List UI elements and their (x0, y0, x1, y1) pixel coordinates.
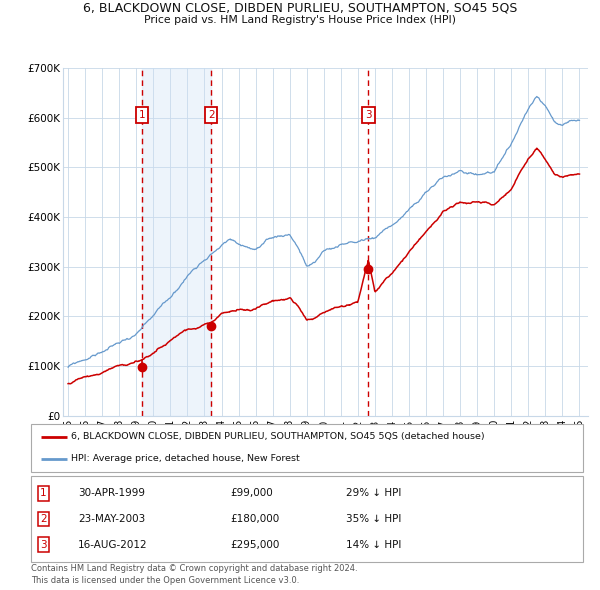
Text: 1: 1 (40, 489, 47, 498)
Text: Price paid vs. HM Land Registry's House Price Index (HPI): Price paid vs. HM Land Registry's House … (144, 15, 456, 25)
Text: 3: 3 (40, 540, 47, 549)
Text: 1: 1 (139, 110, 145, 120)
Text: 2: 2 (208, 110, 214, 120)
FancyBboxPatch shape (31, 476, 583, 562)
Text: 2: 2 (40, 514, 47, 524)
Text: 3: 3 (365, 110, 372, 120)
Text: 29% ↓ HPI: 29% ↓ HPI (346, 489, 401, 498)
Bar (142, 68, 211, 416)
Text: 14% ↓ HPI: 14% ↓ HPI (346, 540, 401, 549)
Text: HPI: Average price, detached house, New Forest: HPI: Average price, detached house, New … (71, 454, 299, 463)
Text: 6, BLACKDOWN CLOSE, DIBDEN PURLIEU, SOUTHAMPTON, SO45 5QS: 6, BLACKDOWN CLOSE, DIBDEN PURLIEU, SOUT… (83, 2, 517, 15)
Text: 6, BLACKDOWN CLOSE, DIBDEN PURLIEU, SOUTHAMPTON, SO45 5QS (detached house): 6, BLACKDOWN CLOSE, DIBDEN PURLIEU, SOUT… (71, 432, 485, 441)
Text: 16-AUG-2012: 16-AUG-2012 (78, 540, 148, 549)
Text: 35% ↓ HPI: 35% ↓ HPI (346, 514, 401, 524)
FancyBboxPatch shape (31, 424, 583, 472)
Text: £99,000: £99,000 (230, 489, 272, 498)
Text: 23-MAY-2003: 23-MAY-2003 (78, 514, 145, 524)
Text: £295,000: £295,000 (230, 540, 279, 549)
Text: £180,000: £180,000 (230, 514, 279, 524)
Text: 30-APR-1999: 30-APR-1999 (78, 489, 145, 498)
Text: Contains HM Land Registry data © Crown copyright and database right 2024.
This d: Contains HM Land Registry data © Crown c… (31, 564, 358, 585)
